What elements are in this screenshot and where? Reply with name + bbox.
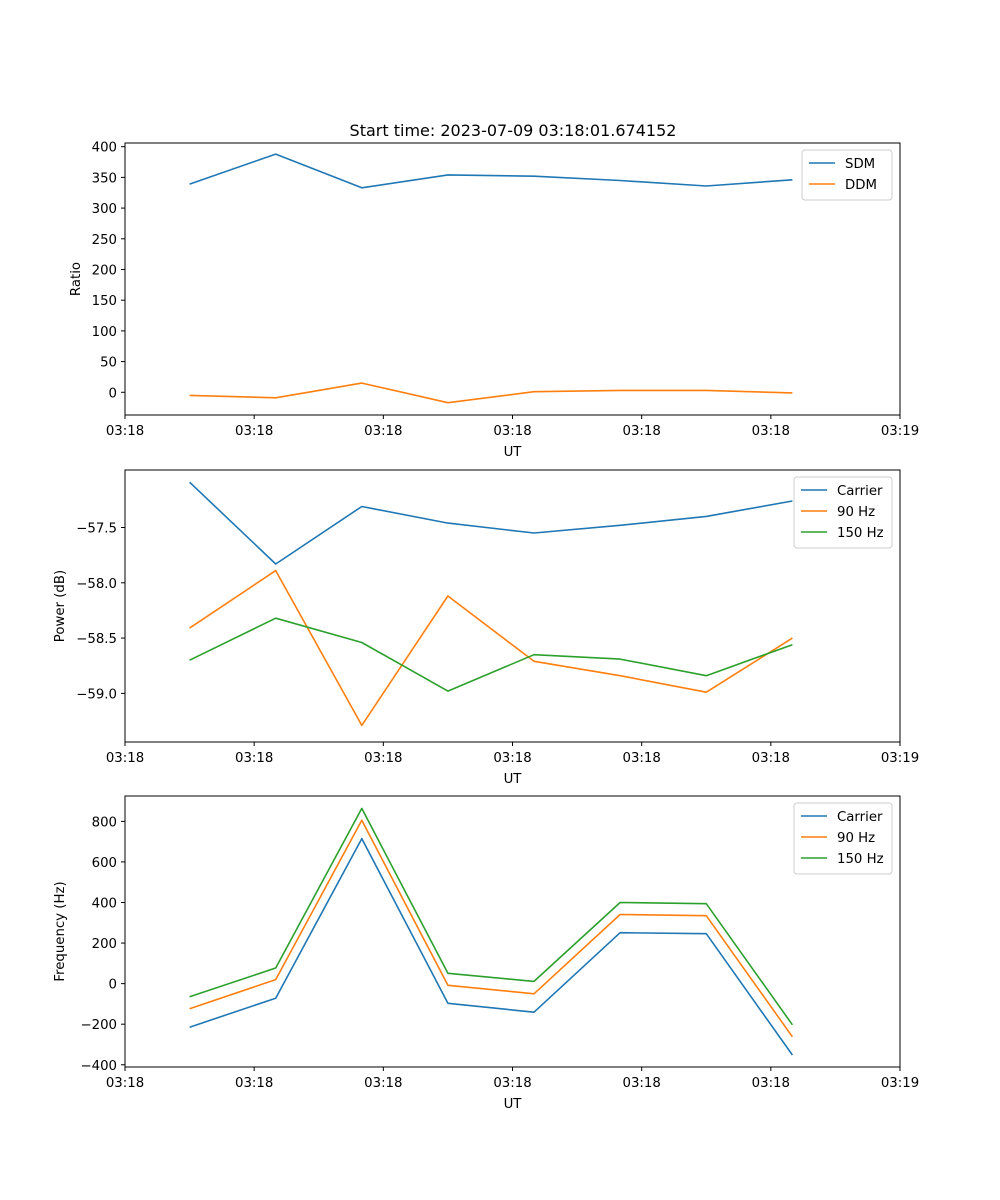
power-legend-label-90-hz: 90 Hz — [837, 505, 875, 520]
frequency-legend-box — [793, 802, 893, 875]
ratio-y-axis-label: Ratio — [69, 262, 84, 296]
frequency-y-tick-label: 200 — [92, 937, 117, 952]
ratio-x-axis-label: UT — [504, 445, 523, 460]
power-legend-box — [793, 476, 893, 549]
power-y-tick-label: −57.5 — [76, 521, 117, 536]
frequency-x-tick-label: 03:18 — [106, 1076, 144, 1091]
ratio-x-tick-label: 03:19 — [881, 424, 919, 439]
power-x-axis-label: UT — [504, 772, 523, 787]
frequency-y-tick-label: 400 — [92, 896, 117, 911]
power-x-tick-label: 03:18 — [493, 751, 531, 766]
ratio-y-tick-label: 100 — [92, 325, 117, 340]
ratio-x-tick-label: 03:18 — [106, 424, 144, 439]
ratio-y-tick-label: 350 — [92, 171, 117, 186]
frequency-x-tick-label: 03:18 — [493, 1076, 531, 1091]
frequency-series-line-carrier — [189, 837, 794, 1056]
power-y-tick-label: −58.5 — [76, 632, 117, 647]
ratio-y-tick-label: 250 — [92, 233, 117, 248]
chart-title: Start time: 2023-07-09 03:18:01.674152 — [350, 121, 677, 140]
ratio-y-tick-label: 200 — [92, 263, 117, 278]
power-series-line-carrier — [189, 481, 793, 565]
ratio-legend: SDM DDM — [801, 149, 893, 201]
frequency-legend-label-carrier: Carrier — [837, 810, 883, 825]
power-x-tick-label: 03:19 — [881, 751, 919, 766]
frequency-legend-label-90-hz: 90 Hz — [837, 831, 875, 846]
ratio-y-tick-label: 50 — [100, 356, 117, 371]
frequency-legend-label-150-hz: 150 Hz — [837, 852, 884, 867]
ratio-x-tick-label: 03:18 — [623, 424, 661, 439]
frequency-y-tick-label: −200 — [80, 1018, 117, 1033]
ratio-series-line-ddm — [189, 382, 793, 404]
ratio-x-tick-label: 03:18 — [364, 424, 402, 439]
power-legend: Carrier 90 Hz 150 Hz — [793, 476, 893, 549]
power-x-tick-label: 03:18 — [623, 751, 661, 766]
power-y-tick-label: −59.0 — [76, 687, 117, 702]
power-series-line-150-hz — [189, 617, 793, 692]
frequency-legend: Carrier 90 Hz 150 Hz — [793, 802, 893, 875]
ratio-x-tick-label: 03:18 — [752, 424, 790, 439]
power-y-axis-label: Power (dB) — [53, 570, 68, 642]
power-y-tick-label: −58.0 — [76, 577, 117, 592]
power-plot-frame — [124, 469, 901, 743]
power-x-tick-label: 03:18 — [752, 751, 790, 766]
frequency-y-tick-label: −400 — [80, 1059, 117, 1074]
power-legend-label-carrier: Carrier — [837, 484, 883, 499]
frequency-y-axis-label: Frequency (Hz) — [53, 881, 68, 981]
frequency-x-tick-label: 03:18 — [623, 1076, 661, 1091]
frequency-x-axis-label: UT — [504, 1097, 523, 1112]
frequency-plot-frame — [124, 795, 901, 1068]
frequency-series-line-90-hz — [189, 819, 794, 1038]
power-x-tick-label: 03:18 — [235, 751, 273, 766]
frequency-y-tick-label: 600 — [92, 856, 117, 871]
ratio-panel: 03:18 03:18 03:18 03:18 03:18 03:18 03:19 0 50 10… — [69, 141, 919, 460]
frequency-series-line-150-hz — [189, 807, 794, 1026]
power-panel: 03:18 03:18 03:18 03:18 03:18 03:18 03:19 −57.5… — [53, 469, 919, 787]
ratio-y-tick-label: 300 — [92, 202, 117, 217]
power-x-tick-label: 03:18 — [106, 751, 144, 766]
ratio-x-tick-label: 03:18 — [493, 424, 531, 439]
frequency-y-tick-label: 0 — [109, 978, 117, 993]
ratio-x-tick-label: 03:18 — [235, 424, 273, 439]
frequency-x-tick-label: 03:19 — [881, 1076, 919, 1091]
ratio-series-line-sdm — [189, 153, 793, 189]
frequency-panel: 03:18 03:18 03:18 03:18 03:18 03:18 03:19 800 60… — [53, 795, 919, 1112]
ratio-legend-label-ddm: DDM — [845, 178, 877, 193]
ratio-plot-frame — [124, 142, 901, 416]
power-x-tick-label: 03:18 — [364, 751, 402, 766]
frequency-x-tick-label: 03:18 — [235, 1076, 273, 1091]
power-legend-label-150-hz: 150 Hz — [837, 526, 884, 541]
power-series-line-90-hz — [189, 569, 793, 727]
frequency-y-tick-label: 800 — [92, 815, 117, 830]
frequency-x-tick-label: 03:18 — [752, 1076, 790, 1091]
frequency-x-tick-label: 03:18 — [364, 1076, 402, 1091]
ratio-y-tick-label: 150 — [92, 294, 117, 309]
ratio-y-tick-label: 400 — [92, 141, 117, 156]
ratio-y-tick-label: 0 — [109, 386, 117, 401]
ratio-legend-label-sdm: SDM — [845, 157, 875, 172]
